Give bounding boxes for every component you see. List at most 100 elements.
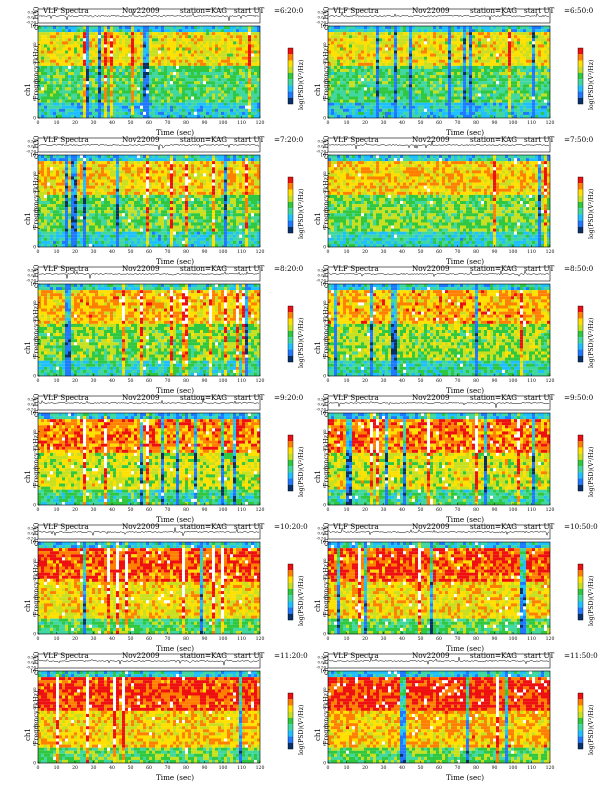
spectrogram-cell bbox=[131, 44, 135, 48]
spectrogram-cell bbox=[254, 59, 258, 63]
spectrogram-cell bbox=[173, 72, 177, 76]
spectrogram-cell bbox=[65, 213, 69, 217]
spectrogram-cell bbox=[442, 78, 446, 82]
spectrogram-cell bbox=[454, 114, 458, 119]
spectrogram-cell bbox=[182, 44, 186, 48]
spectrogram-cell bbox=[98, 35, 102, 39]
spectrogram-cell bbox=[110, 41, 114, 45]
spectrogram-cell bbox=[535, 105, 539, 109]
spectrogram-cell bbox=[358, 108, 362, 112]
spectrogram-cell bbox=[547, 32, 551, 36]
spectrogram-cell bbox=[520, 105, 524, 109]
spectrogram-cell bbox=[526, 105, 530, 109]
spectrogram-cell bbox=[122, 108, 126, 112]
spectrogram-cell bbox=[505, 41, 509, 45]
spectrogram-cell bbox=[454, 65, 458, 69]
spectrogram-cell bbox=[62, 29, 66, 33]
spectrogram-cell bbox=[116, 105, 120, 109]
spectrogram-cell bbox=[212, 96, 216, 100]
colorbar-swatch bbox=[288, 66, 293, 73]
spectrogram-cell bbox=[125, 108, 129, 112]
spectrogram-cell bbox=[131, 108, 135, 112]
spectrogram-cell bbox=[433, 72, 437, 76]
spectrogram-cell bbox=[92, 87, 96, 91]
spectrogram-cell bbox=[496, 53, 500, 57]
spectrogram-cell bbox=[358, 53, 362, 57]
spectrogram-cell bbox=[490, 47, 494, 51]
spectrogram-cell bbox=[152, 84, 156, 88]
spectrogram-cell bbox=[164, 99, 168, 103]
spectrogram-cell bbox=[209, 47, 213, 51]
spectrogram-cell bbox=[397, 65, 401, 69]
spectrogram-cell bbox=[364, 72, 368, 76]
spectrogram-cell bbox=[331, 81, 335, 85]
spectrogram-cell bbox=[137, 99, 141, 103]
spectrogram-cell bbox=[511, 44, 515, 48]
spectrogram-cell bbox=[532, 90, 536, 94]
spectrogram-cell bbox=[134, 75, 138, 79]
spectrogram-cell bbox=[146, 32, 150, 36]
spectrogram-cell bbox=[248, 26, 252, 30]
spectrogram-cell bbox=[466, 75, 470, 79]
spectrogram-cell bbox=[65, 204, 69, 208]
spectrogram-cell bbox=[152, 87, 156, 91]
spectrogram-cell bbox=[349, 90, 353, 94]
spectrogram-cell bbox=[53, 170, 57, 174]
spectrogram-cell bbox=[442, 53, 446, 57]
spectrogram-cell bbox=[364, 87, 368, 91]
spectrogram-cell bbox=[206, 81, 210, 85]
spectrogram-cell bbox=[406, 102, 410, 106]
spectrogram-cell bbox=[529, 75, 533, 79]
spectrogram-cell bbox=[161, 26, 165, 30]
spectrogram-cell bbox=[328, 114, 332, 119]
spectrogram-cell bbox=[83, 84, 87, 88]
spectrogram-cell bbox=[149, 105, 153, 109]
spectrogram-cell bbox=[388, 65, 392, 69]
spectrogram-cell bbox=[179, 35, 183, 39]
spectrogram-cell bbox=[131, 41, 135, 45]
spectrogram-cell bbox=[113, 84, 117, 88]
spectrogram-cell bbox=[125, 56, 129, 60]
spectrogram-cell bbox=[50, 35, 54, 39]
spectrogram-cell bbox=[149, 47, 153, 51]
spectrogram-cell bbox=[182, 62, 186, 66]
spectrogram-cell bbox=[242, 84, 246, 88]
spectrogram-cell bbox=[355, 56, 359, 60]
spectrogram-cell bbox=[119, 93, 123, 97]
spectrogram-cell bbox=[376, 26, 380, 30]
spectrogram-cell bbox=[128, 56, 132, 60]
spectrogram-cell bbox=[397, 59, 401, 63]
spectrogram-cell bbox=[466, 44, 470, 48]
spectrogram-cell bbox=[56, 194, 60, 198]
spectrogram-cell bbox=[493, 26, 497, 30]
spectrogram-cell bbox=[493, 96, 497, 100]
spectrogram-cell bbox=[86, 99, 90, 103]
spectrogram-cell bbox=[478, 65, 482, 69]
spectrogram-cell bbox=[379, 50, 383, 54]
spectrogram-cell bbox=[373, 99, 377, 103]
spectrogram-cell bbox=[409, 41, 413, 45]
spectrogram-cell bbox=[430, 108, 434, 112]
spectrogram-cell bbox=[53, 201, 57, 205]
spectrogram-cell bbox=[328, 59, 332, 63]
spectrogram-cell bbox=[125, 84, 129, 88]
spectrogram-cell bbox=[248, 50, 252, 54]
spectrogram-cell bbox=[185, 32, 189, 36]
spectrogram-cell bbox=[394, 44, 398, 48]
spectrogram-cell bbox=[412, 114, 416, 119]
spectrogram-cell bbox=[41, 204, 45, 208]
spectrogram-cell bbox=[71, 164, 75, 168]
spectrogram-cell bbox=[65, 228, 69, 232]
spectrogram-cell bbox=[248, 102, 252, 106]
spectrogram-cell bbox=[439, 111, 443, 115]
spectrogram-cell bbox=[185, 35, 189, 39]
spectrogram-cell bbox=[334, 65, 338, 69]
spectrogram-cell bbox=[430, 114, 434, 119]
spectrogram-cell bbox=[194, 87, 198, 91]
spectrogram-cell bbox=[233, 99, 237, 103]
spectrogram-cell bbox=[340, 75, 344, 79]
spectrogram-cell bbox=[385, 53, 389, 57]
spectrogram-cell bbox=[248, 72, 252, 76]
spectrogram-cell bbox=[508, 96, 512, 100]
spectrogram-cell bbox=[221, 90, 225, 94]
